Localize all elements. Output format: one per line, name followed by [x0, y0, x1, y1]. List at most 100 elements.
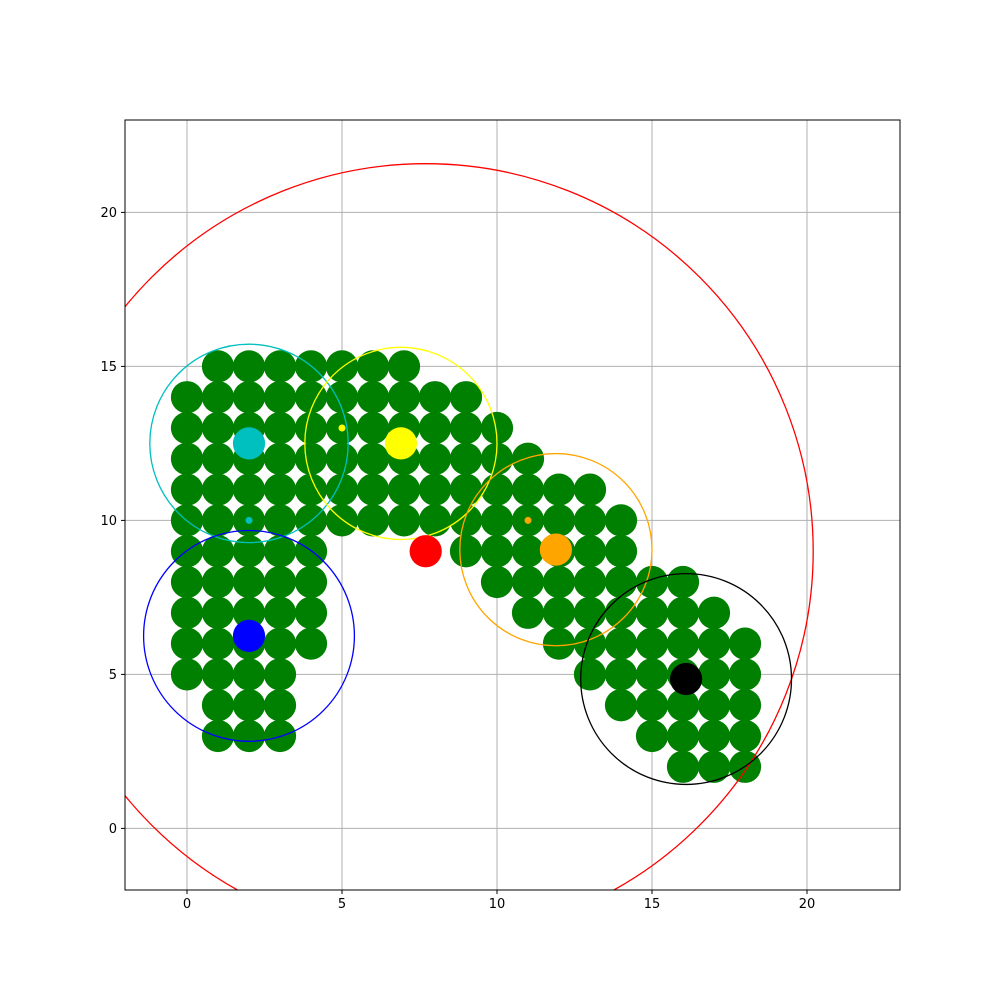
data-point	[449, 381, 483, 414]
data-point	[542, 565, 576, 599]
data-point	[666, 596, 700, 629]
data-point	[573, 535, 607, 568]
data-point	[697, 596, 731, 629]
cluster-seed-marker	[338, 424, 346, 432]
data-point	[201, 689, 235, 722]
data-point	[604, 689, 638, 722]
data-point	[542, 504, 576, 537]
x-tick-label: 10	[489, 897, 506, 912]
data-point	[387, 473, 421, 506]
data-point	[201, 565, 235, 599]
y-tick-label: 20	[100, 206, 117, 221]
cluster-centroid	[539, 533, 573, 566]
cluster-radius-circle	[580, 572, 793, 786]
data-point	[635, 596, 669, 629]
data-point	[418, 381, 452, 414]
data-point	[356, 473, 390, 506]
data-point	[635, 565, 669, 599]
data-point	[201, 381, 235, 414]
data-point	[480, 565, 514, 599]
y-tick-label: 0	[109, 822, 117, 837]
data-point	[232, 535, 266, 568]
data-point	[232, 719, 266, 753]
data-point	[201, 535, 235, 568]
data-point	[604, 504, 638, 537]
data-point	[263, 565, 297, 599]
x-tick-label: 20	[799, 897, 816, 912]
data-point	[697, 627, 731, 660]
data-point	[666, 627, 700, 660]
data-point	[201, 504, 235, 537]
data-point	[294, 381, 328, 414]
data-point	[325, 473, 359, 506]
data-point	[418, 442, 452, 475]
data-point	[635, 658, 669, 691]
x-tick-label: 0	[183, 897, 191, 912]
data-point	[232, 381, 266, 414]
data-point	[263, 473, 297, 506]
data-point	[635, 689, 669, 722]
data-point	[604, 565, 638, 599]
data-point	[232, 565, 266, 599]
data-point	[728, 658, 762, 691]
data-point	[697, 689, 731, 722]
data-point	[511, 596, 545, 629]
data-point	[263, 504, 297, 537]
cluster-radius-circle	[125, 163, 814, 890]
data-point	[666, 719, 700, 753]
data-point	[511, 565, 545, 599]
data-point	[635, 719, 669, 753]
data-point	[697, 750, 731, 783]
data-point	[697, 719, 731, 753]
data-point	[201, 596, 235, 629]
data-point	[170, 596, 204, 629]
data-points	[170, 350, 762, 783]
data-point	[263, 658, 297, 691]
data-point	[294, 565, 328, 599]
data-point	[356, 350, 390, 383]
data-point	[542, 627, 576, 660]
plot-frame	[124, 119, 901, 891]
data-point	[511, 473, 545, 506]
data-point	[263, 381, 297, 414]
data-point	[573, 504, 607, 537]
data-point	[325, 381, 359, 414]
data-point	[480, 442, 514, 475]
data-point	[201, 658, 235, 691]
data-point	[449, 504, 483, 537]
data-point	[263, 442, 297, 475]
data-point	[449, 411, 483, 445]
data-point	[697, 658, 731, 691]
data-point	[666, 750, 700, 783]
data-point	[170, 658, 204, 691]
data-point	[170, 565, 204, 599]
cluster-radius-circle	[142, 529, 356, 742]
cluster-seed-marker	[524, 516, 532, 524]
data-point	[356, 411, 390, 445]
x-tick-label: 5	[338, 897, 346, 912]
x-tick-label: 15	[644, 897, 661, 912]
y-tick-label: 10	[100, 514, 117, 529]
data-point	[604, 627, 638, 660]
data-point	[418, 504, 452, 537]
data-point	[604, 658, 638, 691]
grid-lines	[125, 120, 900, 890]
data-point	[604, 596, 638, 629]
data-point	[666, 565, 700, 599]
y-tick-label: 15	[100, 360, 117, 375]
data-point	[294, 473, 328, 506]
data-point	[480, 504, 514, 537]
data-point	[573, 596, 607, 629]
data-point	[449, 535, 483, 568]
data-point	[604, 535, 638, 568]
data-point	[232, 350, 266, 383]
data-point	[635, 627, 669, 660]
data-point	[728, 689, 762, 722]
data-point	[728, 719, 762, 753]
cluster-centroid	[232, 427, 266, 460]
data-point	[387, 350, 421, 383]
data-point	[573, 565, 607, 599]
data-point	[170, 473, 204, 506]
cluster-centroid	[669, 662, 703, 696]
